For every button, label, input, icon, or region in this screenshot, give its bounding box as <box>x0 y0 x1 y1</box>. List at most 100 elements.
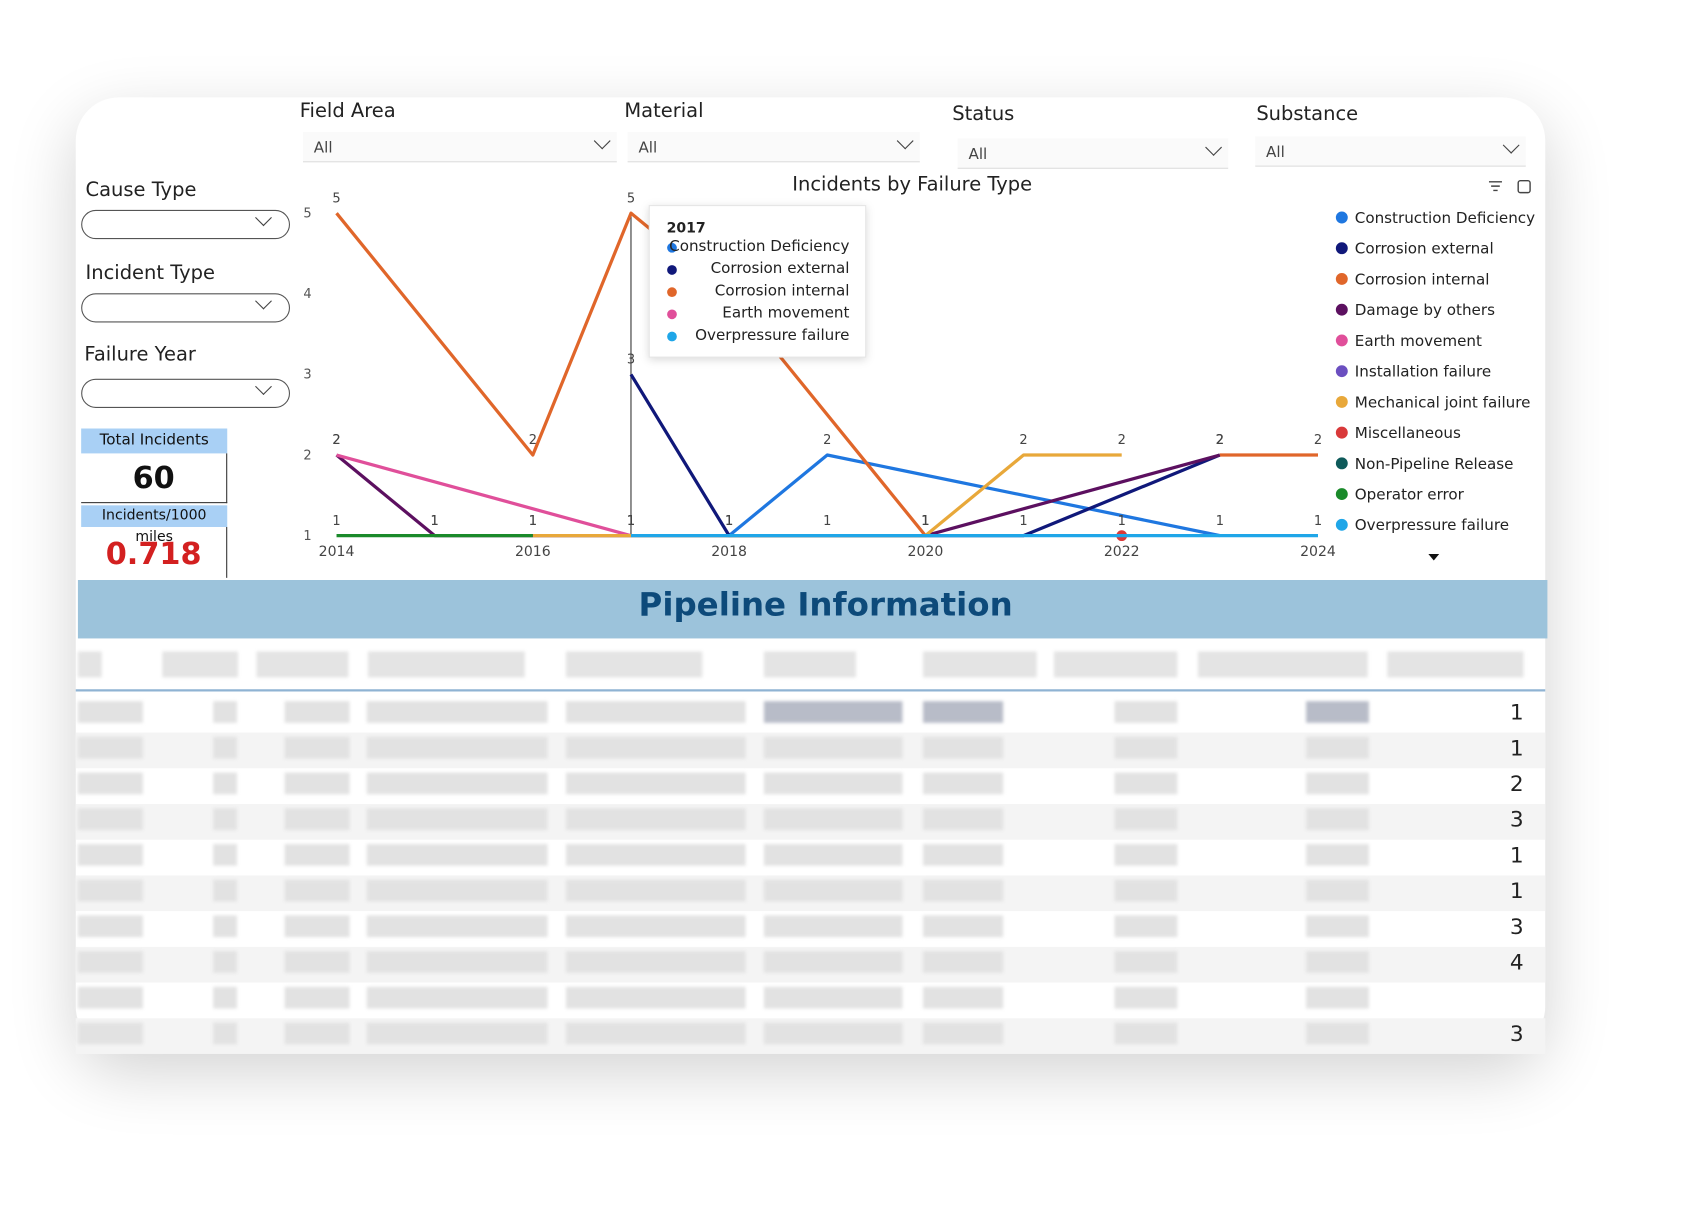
slicer-dropdown[interactable] <box>81 378 291 408</box>
cell-placeholder <box>1114 986 1178 1009</box>
data-label: 1 <box>725 514 733 529</box>
data-label: 1 <box>823 514 831 529</box>
cell-placeholder <box>1306 736 1369 759</box>
slicer-label: Incident Type <box>85 261 215 285</box>
filter-dropdown[interactable]: All <box>1255 136 1526 167</box>
row-count: 1 <box>1510 701 1524 726</box>
legend-label: Operator error <box>1355 485 1465 503</box>
filter-value: All <box>313 139 333 157</box>
data-label: 2 <box>1216 433 1224 448</box>
cell-placeholder <box>1306 808 1369 830</box>
cell-placeholder <box>763 736 903 759</box>
cell-placeholder <box>763 701 903 723</box>
cell-placeholder <box>1306 951 1369 973</box>
cell-placeholder <box>284 844 350 866</box>
x-tick-label: 2014 <box>319 544 355 560</box>
cell-placeholder <box>1114 844 1178 866</box>
cell-placeholder <box>923 915 1004 938</box>
data-label: 2 <box>823 433 831 448</box>
y-tick-label: 1 <box>303 529 311 544</box>
legend-swatch <box>1335 518 1348 531</box>
cell-placeholder <box>1306 986 1369 1009</box>
cell-placeholder <box>763 986 903 1009</box>
cell-placeholder <box>77 986 143 1009</box>
row-count: 3 <box>1510 1022 1524 1047</box>
cell-placeholder <box>77 951 143 973</box>
slicer-dropdown[interactable] <box>81 292 291 323</box>
table-title-band <box>77 580 1548 639</box>
cell-placeholder <box>923 1022 1004 1045</box>
data-label: 2 <box>529 433 537 448</box>
legend-swatch <box>1335 395 1348 408</box>
data-label: 1 <box>921 514 929 529</box>
legend-label: Corrosion external <box>1355 240 1494 258</box>
legend-label: Earth movement <box>1355 332 1482 350</box>
filter-dropdown[interactable]: All <box>957 138 1229 169</box>
cell-placeholder <box>565 844 746 866</box>
series-line <box>629 373 1221 538</box>
tooltip-title: 2017 <box>667 221 706 237</box>
cell-placeholder <box>565 772 746 795</box>
cell-placeholder <box>923 772 1004 795</box>
tooltip-swatch <box>667 265 677 275</box>
cell-placeholder <box>284 808 350 830</box>
cell-placeholder <box>284 701 350 723</box>
legend-label: Construction Deficiency <box>1355 209 1535 227</box>
header-placeholder <box>1197 651 1368 678</box>
cell-placeholder <box>366 808 548 830</box>
legend-swatch <box>1335 334 1348 347</box>
data-label: 1 <box>921 514 929 529</box>
row-count: 1 <box>1510 843 1524 868</box>
legend-swatch <box>1335 365 1348 378</box>
data-label: 3 <box>627 353 635 368</box>
data-label: 1 <box>529 514 537 529</box>
slicer-dropdown[interactable] <box>81 209 291 240</box>
data-label: 2 <box>1314 433 1322 448</box>
cell-placeholder <box>366 736 548 759</box>
cell-placeholder <box>1114 772 1178 795</box>
tooltip-item: Overpressure failure <box>695 326 849 344</box>
cell-placeholder <box>213 701 237 723</box>
cell-placeholder <box>366 844 548 866</box>
cell-placeholder <box>1306 772 1369 795</box>
filter-value: All <box>968 146 988 164</box>
cell-placeholder <box>923 701 1004 723</box>
cell-placeholder <box>366 951 548 973</box>
data-label: 1 <box>921 514 929 529</box>
cell-placeholder <box>763 844 903 866</box>
data-label: 1 <box>332 514 340 529</box>
data-label: 1 <box>725 514 733 529</box>
legend-label: Mechanical joint failure <box>1355 393 1531 411</box>
row-count: 1 <box>1510 736 1524 761</box>
tooltip-item: Construction Deficiency <box>669 237 849 255</box>
x-tick-label: 2020 <box>908 544 944 560</box>
data-label: 5 <box>332 191 340 206</box>
data-label: 2 <box>332 433 340 448</box>
data-label: 1 <box>627 514 635 529</box>
filter-dropdown[interactable]: All <box>302 132 617 163</box>
legend-label: Installation failure <box>1355 363 1491 381</box>
row-count: 1 <box>1510 879 1524 904</box>
cell-placeholder <box>763 1022 903 1045</box>
filter-dropdown[interactable]: All <box>627 132 920 163</box>
cell-placeholder <box>366 915 548 938</box>
filter-label: Substance <box>1256 102 1359 126</box>
y-tick-label: 4 <box>303 287 311 302</box>
cell-placeholder <box>923 879 1004 902</box>
cell-placeholder <box>284 915 350 938</box>
legend-swatch <box>1335 457 1348 470</box>
chart-title: Incidents by Failure Type <box>792 172 1032 195</box>
cell-placeholder <box>1114 701 1178 723</box>
x-tick-label: 2016 <box>515 544 551 560</box>
legend-label: Overpressure failure <box>1355 516 1509 534</box>
legend-swatch <box>1335 211 1348 224</box>
filter-icon <box>1488 181 1502 192</box>
tooltip-item: Corrosion internal <box>715 281 850 299</box>
slicer-label: Cause Type <box>85 178 197 202</box>
filter-label: Status <box>952 102 1015 126</box>
legend-label: Non-Pipeline Release <box>1355 455 1514 473</box>
cell-placeholder <box>1306 844 1369 866</box>
tooltip-item: Corrosion external <box>711 259 850 277</box>
cell-placeholder <box>923 808 1004 830</box>
